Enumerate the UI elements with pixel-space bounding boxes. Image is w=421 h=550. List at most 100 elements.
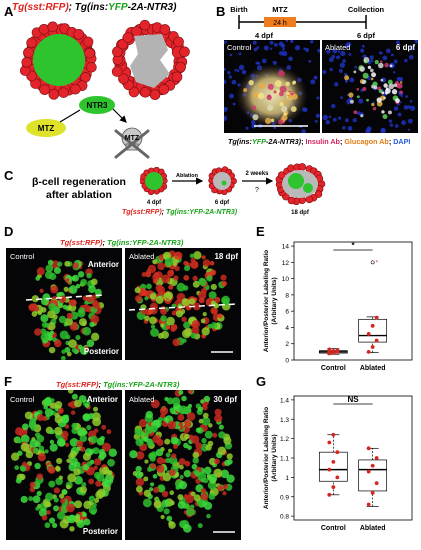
- data-point: [374, 481, 379, 486]
- y-tick-label: 1.1: [280, 456, 289, 463]
- y-tick-label: 1.2: [280, 436, 289, 443]
- micrograph-d-ablated: Ablated 18 dpf: [125, 248, 241, 360]
- data-point: [331, 485, 336, 489]
- mtz-treatment-bar: [264, 17, 296, 27]
- data-point: [370, 490, 375, 495]
- plot-frame: [293, 395, 413, 521]
- tg-sst-rfp-label: Tg(sst:RFP): [56, 380, 99, 389]
- age-label: 18 dpf: [214, 252, 238, 261]
- data-point: [335, 450, 340, 455]
- significance-label: NS: [347, 395, 359, 404]
- panel-d-header: Tg(sst:RFP); Tg(ins:YFP-2A-NTR3): [60, 238, 183, 247]
- data-point: [366, 446, 371, 451]
- box-control: [318, 347, 348, 356]
- data-point: [370, 323, 375, 328]
- data-point: [331, 432, 336, 437]
- data-point: [370, 345, 375, 349]
- iqr-box: [358, 459, 388, 492]
- panel-letter-c: C: [4, 168, 14, 183]
- tg-ins-label-prefix: Tg(ins:: [74, 2, 109, 13]
- caption-tg: Tg(ins:: [228, 137, 252, 146]
- y-tick-label: 14: [282, 244, 290, 251]
- panel-c-title-line1: β-cell regeneration: [32, 176, 126, 188]
- data-point: [335, 475, 340, 480]
- treatment-timeline: Birth MTZ Collection 24 h 4 dpf 6 dpf: [230, 5, 384, 40]
- iqr-box: [318, 451, 348, 482]
- data-point: [366, 332, 371, 336]
- separator: ;: [102, 238, 108, 247]
- panel-f-header: Tg(sst:RFP); Tg(ins:YFP-2A-NTR3): [56, 380, 179, 389]
- dpf6-label: 6 dpf: [357, 31, 375, 40]
- tg-ins-yfp: YFP: [108, 2, 128, 13]
- panel-b-caption: Tg(ins:YFP-2A-NTR3); Insulin Ab; Glucago…: [228, 137, 410, 146]
- caption-dapi: DAPI: [393, 137, 411, 146]
- ablated-label: Ablated: [129, 395, 155, 404]
- micrograph-b-control: Control: [224, 40, 320, 133]
- data-point: [327, 347, 332, 352]
- iqr-box: [358, 318, 388, 343]
- caption-glucagon: Glucagon Ab: [344, 137, 389, 146]
- y-tick-label: 0: [285, 358, 289, 365]
- anterior-label: Anterior: [87, 260, 119, 269]
- x-category-label: Ablated: [360, 365, 386, 372]
- micrograph-f-ablated: Ablated 30 dpf: [125, 390, 241, 540]
- micrograph-b-ablated: Ablated 6 dpf: [322, 40, 418, 133]
- data-point: [327, 492, 332, 497]
- ablation-schematic: NTR3 MTZ MTZ: [19, 19, 190, 159]
- tg-ins-label: Tg(ins:YFP-2A-NTR3): [107, 238, 184, 247]
- age-label: 6 dpf: [395, 43, 415, 52]
- outlier-point: *: [376, 260, 379, 266]
- y-tick-label: 8: [285, 292, 289, 299]
- panel-letter-e: E: [256, 224, 265, 239]
- y-tick-label: 12: [282, 260, 290, 267]
- ablated-label: Ablated: [129, 252, 155, 261]
- panel-c-genotype: Tg(sst:RFP); Tg(ins:YFP-2A-NTR3): [122, 209, 237, 216]
- posterior-label: Posterior: [83, 347, 119, 356]
- data-point: [366, 502, 371, 507]
- y-tick-label: 1.4: [280, 397, 289, 404]
- significance-label: *: [351, 241, 355, 250]
- mtz-text: MTZ: [38, 124, 55, 133]
- data-point: [335, 348, 340, 353]
- control-label: Control: [227, 43, 252, 52]
- y-tick-label: 1: [285, 475, 289, 482]
- regeneration-schematic: Ablation 2 weeks ? 4 dpf 6 dpf 18 dpf: [140, 163, 326, 216]
- separator: ;: [98, 380, 104, 389]
- data-point: [374, 338, 379, 343]
- data-point: [331, 349, 336, 353]
- y-tick-label: 6: [285, 309, 289, 316]
- box-ablated: [358, 446, 388, 507]
- data-point: [331, 459, 336, 464]
- panel-c-title-line2: after ablation: [46, 189, 112, 201]
- data-point: [366, 349, 371, 354]
- panel-letter-g: G: [256, 374, 267, 389]
- x-category-label: Control: [321, 525, 346, 532]
- data-point: [374, 456, 379, 460]
- posterior-label: Posterior: [82, 527, 118, 536]
- caption-sep3: ;: [388, 137, 394, 146]
- micrograph-d-control: Control Anterior Posterior: [6, 248, 122, 360]
- y-tick-label: 2: [285, 341, 289, 348]
- question-mark: ?: [255, 187, 259, 194]
- intact-islet-illustration: [19, 21, 97, 100]
- caption-sep2: ;: [339, 137, 345, 146]
- panel-letter-b: B: [216, 4, 226, 19]
- dpf18-stage: 18 dpf: [291, 210, 310, 216]
- panel-c-title: β-cell regeneration after ablation: [32, 176, 126, 202]
- tg-sst-rfp-label: Tg(sst:RFP): [122, 209, 162, 216]
- age-label: 30 dpf: [213, 395, 237, 404]
- caption-sep1: ;: [301, 137, 306, 146]
- ntr3-text: NTR3: [87, 101, 108, 110]
- y-axis-label: Anterior/Posterior Labeling Ratio(Arbita…: [263, 250, 278, 352]
- mtz-ellipse: [26, 119, 66, 137]
- outlier: [370, 260, 375, 265]
- birth-label: Birth: [230, 5, 248, 14]
- box-control: [318, 432, 348, 497]
- caption-ntr3: -2A-NTR3): [265, 137, 302, 146]
- caption-yfp: YFP: [251, 137, 266, 146]
- data-point: [366, 469, 371, 474]
- data-point: [374, 315, 379, 320]
- box-ablated: *: [358, 260, 388, 354]
- ntr3-ellipse: [79, 96, 115, 114]
